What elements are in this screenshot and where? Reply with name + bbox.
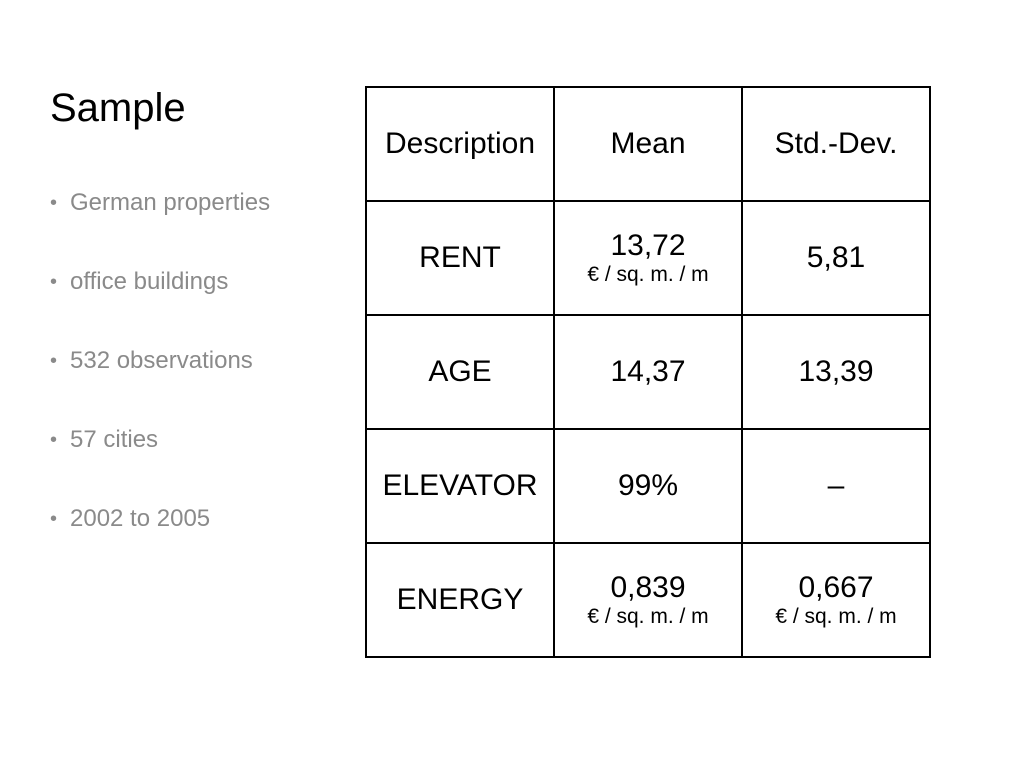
std-dev-value: 0,667 (798, 571, 874, 604)
table-header-row: Description Mean Std.-Dev. (365, 86, 931, 202)
cell-mean: 13,72 € / sq. m. / m (553, 200, 743, 316)
std-dev-unit: € / sq. m. / m (775, 605, 897, 628)
cell-description: AGE (365, 314, 555, 430)
cell-mean: 0,839 € / sq. m. / m (553, 542, 743, 658)
bullet-dot-icon: • (50, 508, 58, 530)
header-std-dev: Std.-Dev. (741, 86, 931, 202)
std-dev-value: 13,39 (798, 355, 874, 388)
header-mean: Mean (553, 86, 743, 202)
cell-description: RENT (365, 200, 555, 316)
bullet-dot-icon: • (50, 350, 58, 372)
cell-std-dev: – (741, 428, 931, 544)
bullet-item: • 2002 to 2005 (50, 503, 270, 535)
slide-title: Sample (50, 86, 186, 130)
summary-statistics-table: Description Mean Std.-Dev. RENT 13,72 € /… (365, 86, 931, 658)
cell-mean: 14,37 (553, 314, 743, 430)
cell-description: ELEVATOR (365, 428, 555, 544)
mean-value: 99% (617, 469, 679, 502)
bullet-text: 57 cities (70, 426, 159, 453)
cell-std-dev: 13,39 (741, 314, 931, 430)
bullet-dot-icon: • (50, 429, 58, 451)
bullet-item: • German properties (50, 187, 270, 219)
table-row-energy: ENERGY 0,839 € / sq. m. / m 0,667 € / sq. … (365, 542, 931, 658)
mean-value: 0,839 (610, 571, 686, 604)
cell-description: ENERGY (365, 542, 555, 658)
table-row-age: AGE 14,37 13,39 (365, 314, 931, 430)
header-description: Description (365, 86, 555, 202)
bullet-text: German properties (70, 189, 271, 216)
bullet-dot-icon: • (50, 192, 58, 214)
table-row-elevator: ELEVATOR 99% – (365, 428, 931, 544)
bullet-item: • 532 observations (50, 345, 270, 377)
bullet-item: • 57 cities (50, 424, 270, 456)
bullet-dot-icon: • (50, 271, 58, 293)
bullet-list: • German properties • office buildings • 53… (50, 187, 270, 582)
table-row-rent: RENT 13,72 € / sq. m. / m 5,81 (365, 200, 931, 316)
std-dev-value: – (827, 469, 845, 502)
bullet-text: 2002 to 2005 (70, 505, 211, 532)
mean-value: 14,37 (610, 355, 686, 388)
bullet-text: 532 observations (70, 347, 253, 374)
bullet-text: office buildings (70, 268, 229, 295)
cell-std-dev: 5,81 (741, 200, 931, 316)
cell-std-dev: 0,667 € / sq. m. / m (741, 542, 931, 658)
mean-value: 13,72 (610, 229, 686, 262)
std-dev-value: 5,81 (806, 241, 866, 274)
cell-mean: 99% (553, 428, 743, 544)
bullet-item: • office buildings (50, 266, 270, 298)
mean-unit: € / sq. m. / m (587, 263, 709, 286)
mean-unit: € / sq. m. / m (587, 605, 709, 628)
